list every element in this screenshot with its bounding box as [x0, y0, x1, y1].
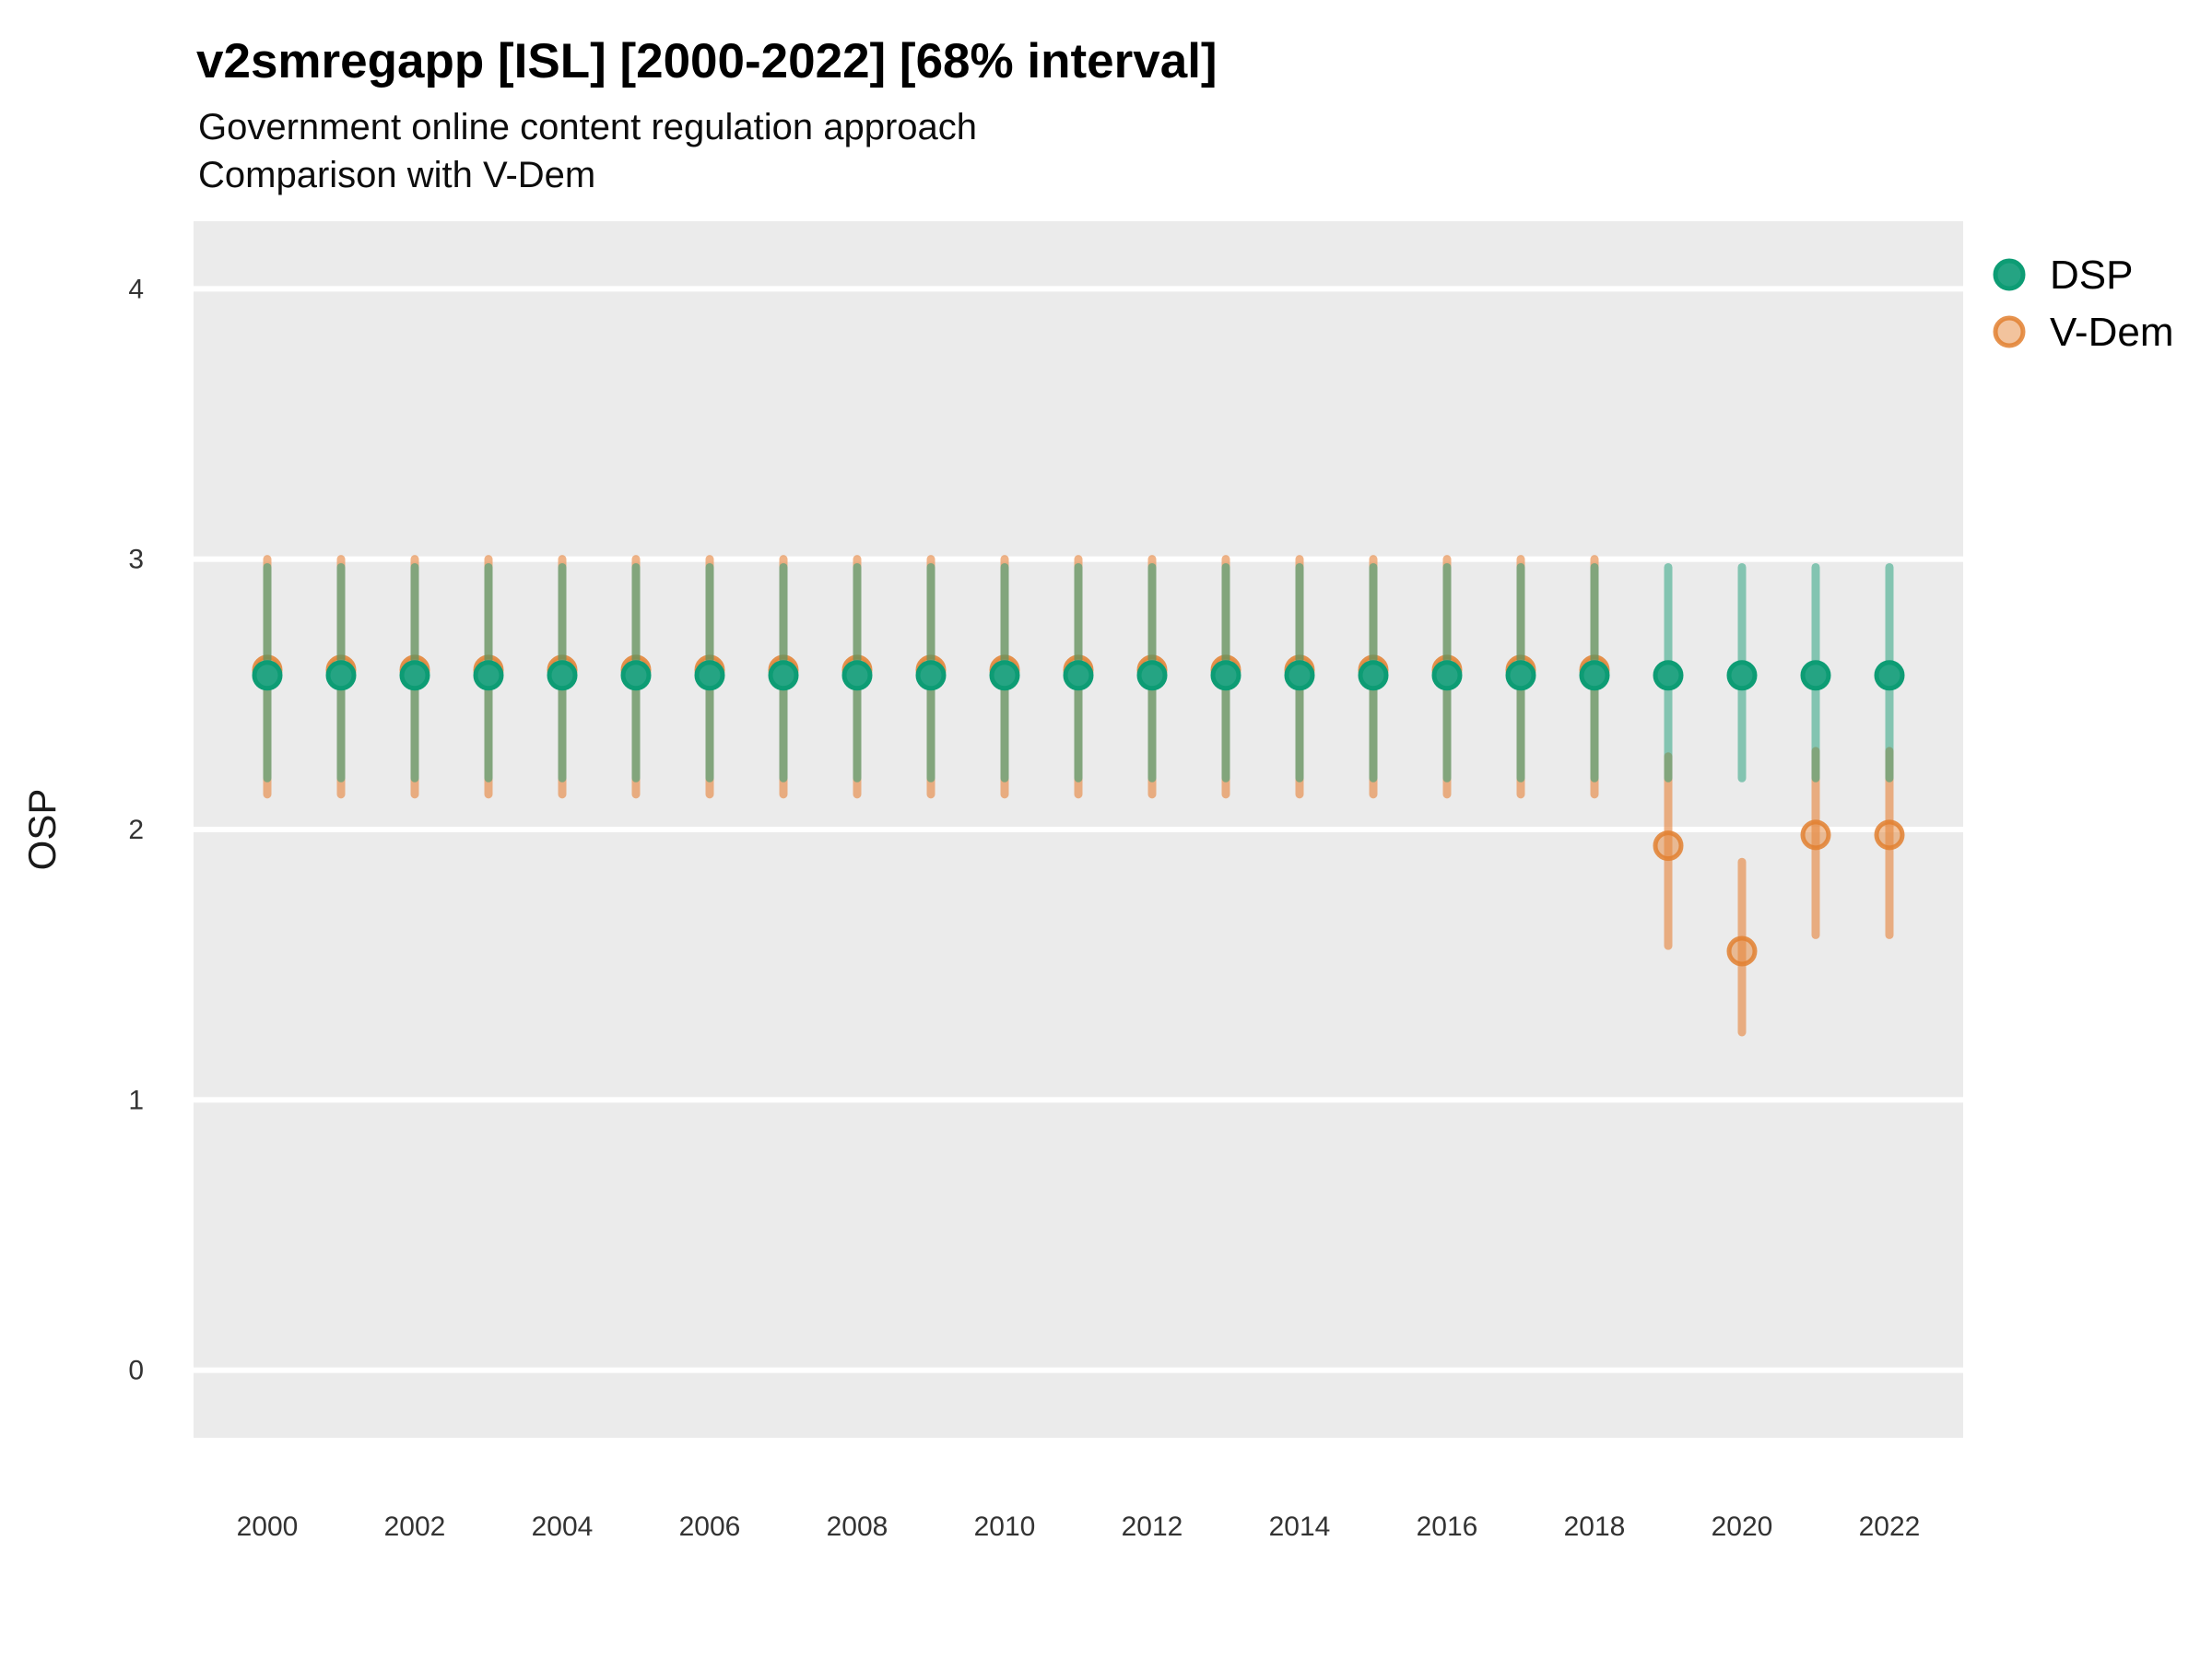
- legend-key-icon: [1993, 258, 2026, 291]
- y-tick-label: 4: [128, 274, 144, 304]
- vdem-point: [1726, 935, 1758, 967]
- dsp-point: [1431, 660, 1463, 691]
- dsp-point: [1505, 660, 1536, 691]
- chart-subtitle-line1: Government online content regulation app…: [198, 107, 977, 147]
- dsp-point: [1653, 660, 1684, 691]
- dsp-point: [1136, 660, 1168, 691]
- x-tick-label: 2002: [384, 1512, 446, 1542]
- x-tick-label: 2020: [1712, 1512, 1773, 1542]
- x-tick-label: 2010: [974, 1512, 1036, 1542]
- y-tick-label: 3: [128, 545, 144, 575]
- dsp-point: [1579, 660, 1610, 691]
- x-axis: 2000 2002 2004 2006 2008 2010 2012 2014 2016 2018…: [237, 1512, 1921, 1542]
- legend-label: DSP: [2050, 253, 2133, 298]
- legend-key-icon: [1993, 315, 2026, 348]
- y-tick-label: 1: [128, 1085, 144, 1115]
- legend-item-dsp: DSP: [1993, 253, 2133, 298]
- dsp-point: [547, 660, 578, 691]
- dsp-point: [989, 660, 1020, 691]
- y-tick-label: 0: [128, 1356, 144, 1386]
- dsp-point: [1063, 660, 1094, 691]
- x-tick-label: 2006: [679, 1512, 741, 1542]
- dsp-point: [473, 660, 504, 691]
- vdem-point: [1874, 819, 1905, 851]
- chart-title: v2smregapp [ISL] [2000-2022] [68% interv…: [196, 34, 1218, 88]
- x-tick-label: 2016: [1417, 1512, 1478, 1542]
- y-axis: 0 1 2 3 4: [128, 274, 144, 1385]
- vdem-point: [1800, 819, 1831, 851]
- x-tick-label: 2000: [237, 1512, 299, 1542]
- dsp-point: [399, 660, 430, 691]
- x-tick-label: 2022: [1859, 1512, 1921, 1542]
- dsp-point: [1800, 660, 1831, 691]
- dsp-point: [694, 660, 725, 691]
- dsp-point: [1358, 660, 1389, 691]
- dsp-point: [1726, 660, 1758, 691]
- dsp-point: [915, 660, 947, 691]
- x-tick-label: 2014: [1269, 1512, 1331, 1542]
- legend: DSP V-Dem: [1993, 253, 2173, 355]
- dsp-point: [1284, 660, 1315, 691]
- y-tick-label: 2: [128, 815, 144, 845]
- dsp-point: [620, 660, 652, 691]
- dsp-point: [252, 660, 283, 691]
- dsp-point: [325, 660, 357, 691]
- x-tick-label: 2004: [532, 1512, 594, 1542]
- dsp-point: [768, 660, 799, 691]
- x-tick-label: 2008: [827, 1512, 888, 1542]
- chart-subtitle-line2: Comparison with V-Dem: [198, 155, 596, 195]
- dsp-point: [1874, 660, 1905, 691]
- dsp-point: [841, 660, 873, 691]
- y-axis-title: OSP: [20, 789, 64, 871]
- data-layer: [252, 555, 1905, 1037]
- vdem-point: [1653, 830, 1684, 862]
- x-tick-label: 2018: [1564, 1512, 1626, 1542]
- dsp-point: [1210, 660, 1241, 691]
- legend-item-v-dem: V-Dem: [1993, 310, 2173, 355]
- legend-label: V-Dem: [2050, 310, 2173, 355]
- x-tick-label: 2012: [1122, 1512, 1183, 1542]
